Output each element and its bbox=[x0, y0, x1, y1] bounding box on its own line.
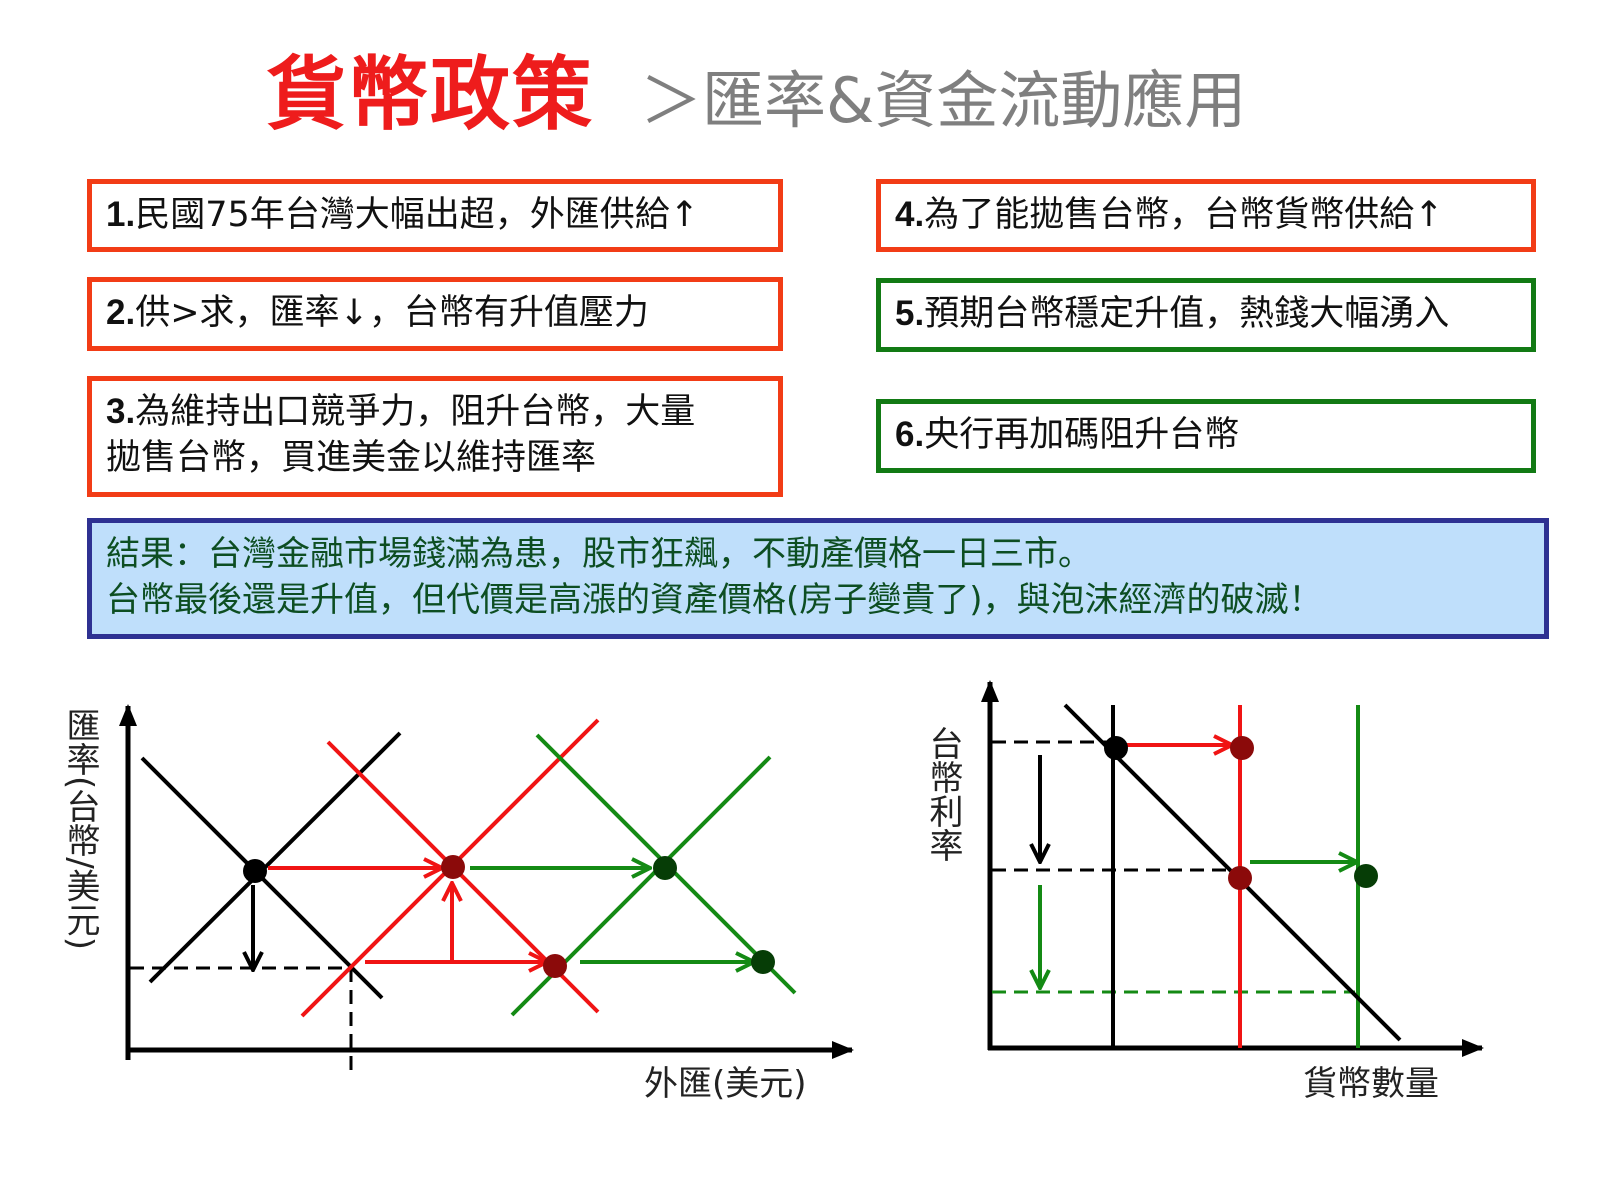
supply-line-black bbox=[148, 731, 402, 984]
money-x-label: 貨幣數量 bbox=[1303, 1064, 1439, 1104]
money-diagram: 貨幣數量 台幣利率 bbox=[923, 680, 1484, 1104]
step-4-box: 4.為了能拋售台幣，台幣貨幣供給↑ bbox=[876, 179, 1536, 252]
step-number: 5. bbox=[895, 294, 925, 333]
equilibrium-point-green-lower bbox=[751, 950, 775, 974]
step-3-box: 3.為維持出口競爭力，阻升台幣，大量拋售台幣，買進美金以維持匯率 bbox=[87, 376, 783, 497]
equilibrium-point-red-lower bbox=[543, 954, 567, 978]
title-main: 貨幣政策 bbox=[266, 48, 594, 141]
result-line-2: 台幣最後還是升值，但代價是高漲的資產價格(房子變貴了)，與泡沫經濟的破滅！ bbox=[106, 580, 1323, 620]
point-black bbox=[1104, 736, 1128, 760]
equilibrium-point-red bbox=[441, 855, 465, 879]
step-2-box: 2.供>求，匯率↓，台幣有升值壓力 bbox=[87, 277, 783, 351]
equilibrium-point-green bbox=[653, 856, 677, 880]
step-text-line2: 拋售台幣，買進美金以維持匯率 bbox=[106, 438, 597, 478]
title-sub: ＞匯率&資金流動應用 bbox=[640, 64, 1247, 137]
step-text: 民國75年台灣大幅出超，外匯供給↑ bbox=[135, 195, 700, 235]
step-text: 為維持出口競爭力，阻升台幣，大量 bbox=[135, 392, 696, 432]
step-text: 央行再加碼阻升台幣 bbox=[924, 415, 1240, 455]
step-number: 1. bbox=[106, 195, 136, 234]
step-5-box: 5.預期台幣穩定升值，熱錢大幅湧入 bbox=[876, 278, 1536, 352]
step-number: 2. bbox=[106, 293, 136, 332]
step-text: 預期台幣穩定升值，熱錢大幅湧入 bbox=[924, 294, 1450, 334]
step-text: 為了能拋售台幣，台幣貨幣供給↑ bbox=[924, 195, 1444, 235]
step-number: 6. bbox=[895, 415, 925, 454]
fx-diagram: 外匯(美元) 匯率(台幣/美元) bbox=[60, 704, 854, 1104]
fx-x-label: 外匯(美元) bbox=[644, 1064, 807, 1104]
step-text: 供>求，匯率↓，台幣有升值壓力 bbox=[135, 293, 649, 333]
point-red-upper bbox=[1230, 736, 1254, 760]
step-1-box: 1.民國75年台灣大幅出超，外匯供給↑ bbox=[87, 179, 783, 252]
step-number: 4. bbox=[895, 195, 925, 234]
step-number: 3. bbox=[106, 392, 136, 431]
fx-y-label: 匯率(台幣/美元) bbox=[60, 708, 100, 950]
point-green bbox=[1354, 864, 1378, 888]
point-red bbox=[1228, 866, 1252, 890]
result-line-1: 結果：台灣金融市場錢滿為患，股市狂飆，不動產價格一日三市。 bbox=[106, 534, 1092, 574]
money-y-label: 台幣利率 bbox=[923, 726, 963, 862]
equilibrium-point-black bbox=[243, 859, 267, 883]
result-box: 結果：台灣金融市場錢滿為患，股市狂飆，不動產價格一日三市。 台幣最後還是升值，但… bbox=[87, 518, 1549, 639]
step-6-box: 6.央行再加碼阻升台幣 bbox=[876, 399, 1536, 473]
